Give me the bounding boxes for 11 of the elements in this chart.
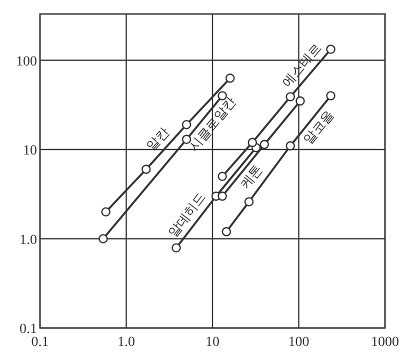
y-tick-label: 1.0 xyxy=(20,232,37,248)
x-tick-label: 1.0 xyxy=(118,335,135,350)
y-tick-label: 10 xyxy=(23,144,37,159)
text: 케톤 xyxy=(238,162,266,192)
y-tick-label: 100 xyxy=(16,54,37,70)
x-tick-label: 100 xyxy=(288,335,310,350)
x-tick-label: 1000 xyxy=(371,335,399,350)
x-tick-label: 10 xyxy=(206,335,220,350)
y-tick-label: 0.1 xyxy=(20,322,37,337)
x-tick-label: 0.1 xyxy=(31,335,49,350)
text: 알칸 xyxy=(144,124,172,154)
